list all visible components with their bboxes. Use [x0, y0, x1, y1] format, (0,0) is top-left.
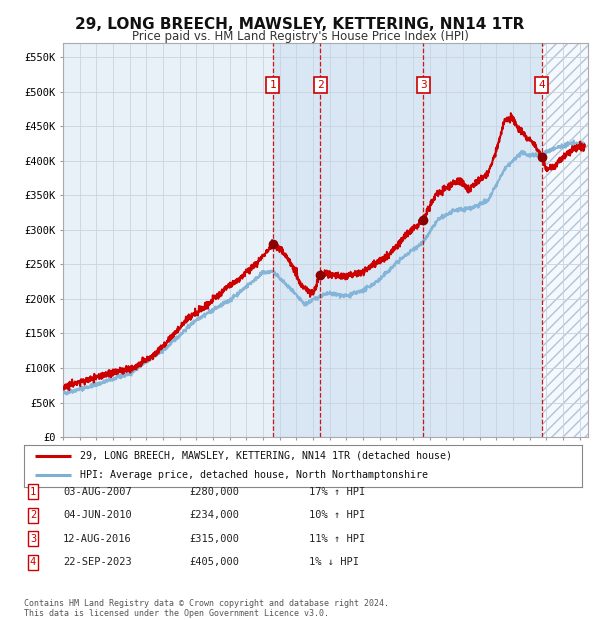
Text: Contains HM Land Registry data © Crown copyright and database right 2024.
This d: Contains HM Land Registry data © Crown c…	[24, 599, 389, 618]
Bar	[320, 43, 423, 437]
Text: 3: 3	[420, 80, 427, 90]
Bar	[423, 43, 542, 437]
Text: 12-AUG-2016: 12-AUG-2016	[63, 534, 132, 544]
Text: 4: 4	[30, 557, 36, 567]
Text: Price paid vs. HM Land Registry's House Price Index (HPI): Price paid vs. HM Land Registry's House …	[131, 30, 469, 43]
Text: 1: 1	[269, 80, 276, 90]
Text: 2: 2	[317, 80, 323, 90]
Text: £315,000: £315,000	[189, 534, 239, 544]
Text: 3: 3	[30, 534, 36, 544]
Text: £234,000: £234,000	[189, 510, 239, 520]
Text: HPI: Average price, detached house, North Northamptonshire: HPI: Average price, detached house, Nort…	[80, 471, 428, 480]
Text: £405,000: £405,000	[189, 557, 239, 567]
Text: 03-AUG-2007: 03-AUG-2007	[63, 487, 132, 497]
Bar	[273, 43, 320, 437]
Text: 17% ↑ HPI: 17% ↑ HPI	[309, 487, 365, 497]
Text: 29, LONG BREECH, MAWSLEY, KETTERING, NN14 1TR: 29, LONG BREECH, MAWSLEY, KETTERING, NN1…	[76, 17, 524, 32]
Text: 04-JUN-2010: 04-JUN-2010	[63, 510, 132, 520]
Text: 2: 2	[30, 510, 36, 520]
Text: £280,000: £280,000	[189, 487, 239, 497]
Text: 22-SEP-2023: 22-SEP-2023	[63, 557, 132, 567]
Bar	[542, 43, 588, 437]
Text: 4: 4	[538, 80, 545, 90]
Text: 1: 1	[30, 487, 36, 497]
Text: 1% ↓ HPI: 1% ↓ HPI	[309, 557, 359, 567]
Text: 11% ↑ HPI: 11% ↑ HPI	[309, 534, 365, 544]
Text: 10% ↑ HPI: 10% ↑ HPI	[309, 510, 365, 520]
Bar	[542, 43, 588, 437]
Text: 29, LONG BREECH, MAWSLEY, KETTERING, NN14 1TR (detached house): 29, LONG BREECH, MAWSLEY, KETTERING, NN1…	[80, 451, 452, 461]
